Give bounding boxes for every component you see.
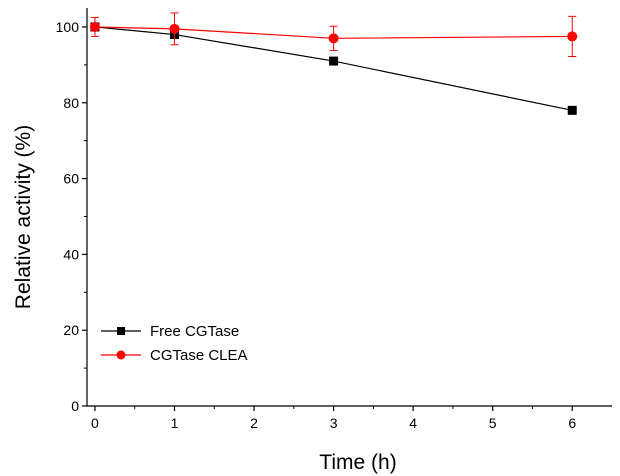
y-tick-label: 80 — [63, 95, 79, 111]
x-tick-label: 2 — [250, 415, 258, 431]
series-line-free-cgtase — [94, 26, 573, 111]
x-tick-label: 0 — [91, 415, 99, 431]
x-tick-label: 3 — [330, 415, 338, 431]
x-tick-label: 5 — [489, 415, 497, 431]
data-point — [89, 21, 100, 32]
x-tick-label: 6 — [568, 415, 576, 431]
series-cgtase-clea — [89, 12, 578, 58]
legend-item-free-cgtase: Free CGTase — [101, 323, 239, 340]
x-axis-ticks: 0 1 2 3 4 5 6 — [91, 406, 576, 431]
legend-label-cgtase-clea: CGTase CLEA — [150, 347, 248, 364]
y-axis-title: Relative activity (%) — [12, 125, 35, 309]
data-point — [328, 33, 339, 44]
y-tick-label: 0 — [71, 398, 79, 414]
data-point — [567, 31, 578, 42]
series-line-cgtase-clea — [94, 26, 573, 39]
data-point — [567, 105, 577, 115]
y-tick-label: 100 — [56, 19, 80, 35]
x-tick-label: 1 — [171, 415, 179, 431]
y-tick-label: 60 — [63, 171, 79, 187]
legend-marker-free-cgtase — [117, 327, 125, 335]
series-layer — [89, 12, 578, 115]
legend-item-cgtase-clea: CGTase CLEA — [101, 347, 248, 364]
y-tick-label: 20 — [63, 322, 79, 338]
data-point — [329, 56, 339, 66]
legend-marker-cgtase-clea — [116, 350, 126, 360]
x-axis-title: Time (h) — [319, 451, 396, 474]
data-point — [169, 23, 180, 34]
x-tick-label: 4 — [409, 415, 417, 431]
y-axis-ticks: 0 20 40 60 80 100 — [56, 19, 87, 414]
legend-label-free-cgtase: Free CGTase — [150, 323, 239, 340]
y-tick-label: 40 — [63, 246, 79, 262]
legend: Free CGTase CGTase CLEA — [101, 323, 248, 364]
